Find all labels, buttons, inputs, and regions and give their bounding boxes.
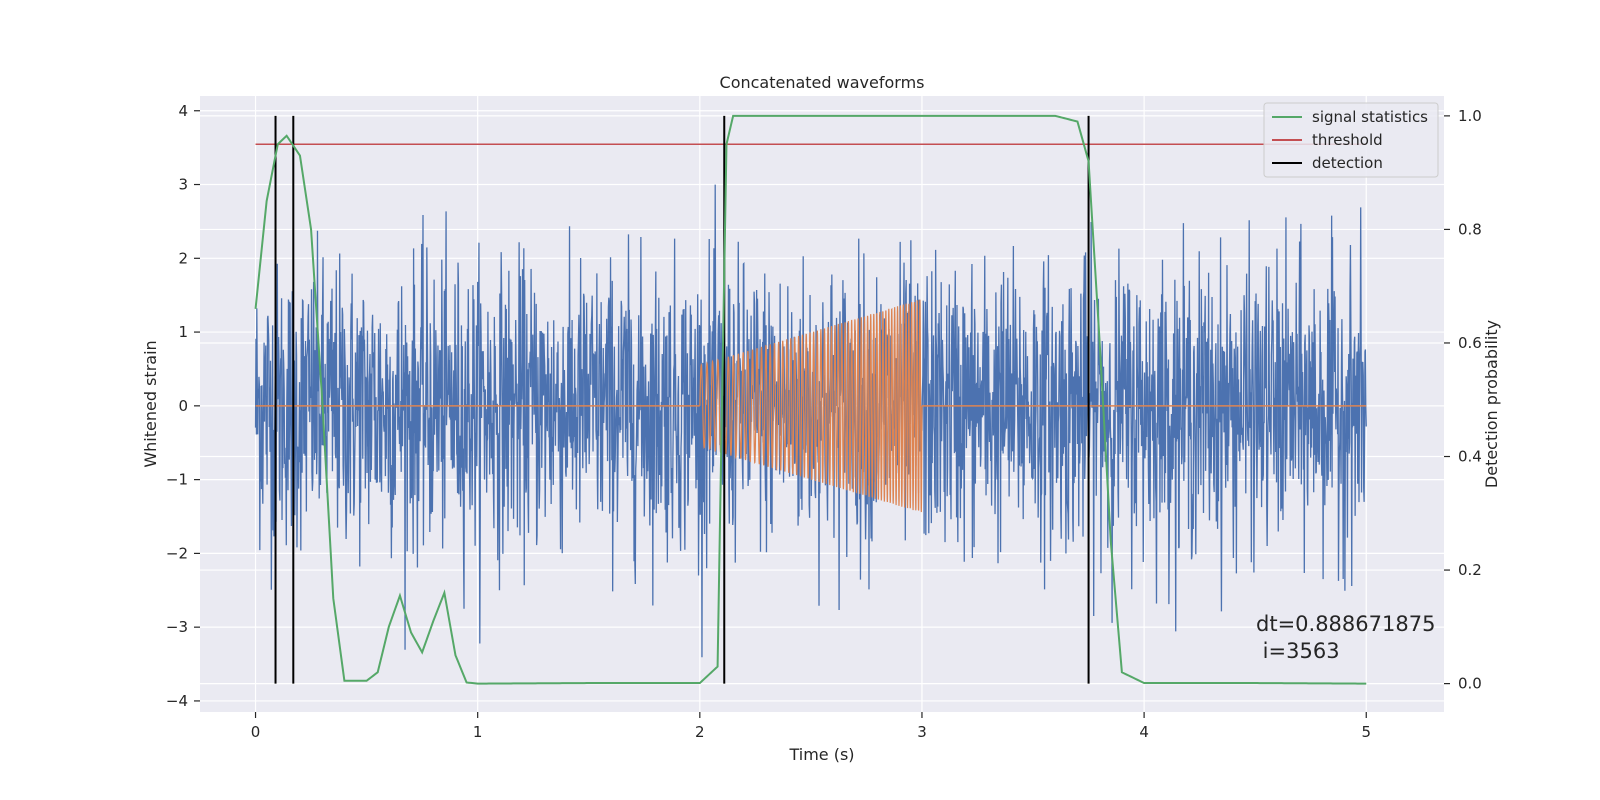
injection-series (255, 299, 1367, 513)
y-tick-label-6: 2 (178, 249, 188, 267)
x-tick-label-4: 4 (1139, 723, 1149, 741)
y-right-tick-label-0: 0.0 (1458, 675, 1482, 693)
y-right-tick-label-1: 0.2 (1458, 561, 1482, 579)
annotation-dt: dt=0.888671875 (1256, 612, 1435, 636)
y-tick-label-0: −4 (166, 692, 188, 710)
x-tick-label-1: 1 (473, 723, 483, 741)
y-tick-label-4: 0 (178, 397, 188, 415)
x-tick-label-5: 5 (1361, 723, 1371, 741)
x-axis-label: Time (s) (788, 745, 854, 764)
y-tick-label-2: −2 (166, 544, 188, 562)
legend-label-1: threshold (1312, 131, 1383, 149)
y-axis-right-label: Detection probability (1482, 320, 1501, 488)
annotation-i: i=3563 (1256, 639, 1340, 663)
y-tick-label-7: 3 (178, 176, 188, 194)
axes: 0 1 2 3 4 5 −4 −3 −2 −1 0 1 2 3 4 0.0 0.2 0.4 0.6 0.8 1.0 (166, 102, 1482, 741)
signal-statistics-line (254, 114, 1367, 685)
y-right-tick-label-2: 0.4 (1458, 448, 1482, 466)
legend-label-0: signal statistics (1312, 108, 1428, 126)
y-right-tick-label-3: 0.6 (1458, 334, 1482, 352)
y-axis-label: Whitened strain (141, 340, 160, 467)
chart-title: Concatenated waveforms (720, 73, 925, 92)
legend-label-2: detection (1312, 154, 1383, 172)
y-tick-label-1: −3 (166, 618, 188, 636)
overlay-series (254, 114, 1367, 685)
legend-box (1263, 102, 1439, 178)
x-tick-label-0: 0 (251, 723, 261, 741)
y-right-tick-label-4: 0.8 (1458, 220, 1482, 238)
y-tick-label-3: −1 (166, 471, 188, 489)
y-tick-label-5: 1 (178, 323, 188, 341)
x-tick-label-3: 3 (917, 723, 927, 741)
legend: signal statistics threshold detection (1263, 102, 1439, 178)
injection-chirp (699, 299, 923, 513)
y-right-tick-label-5: 1.0 (1458, 107, 1482, 125)
y-tick-label-8: 4 (178, 102, 188, 120)
x-tick-label-2: 2 (695, 723, 705, 741)
